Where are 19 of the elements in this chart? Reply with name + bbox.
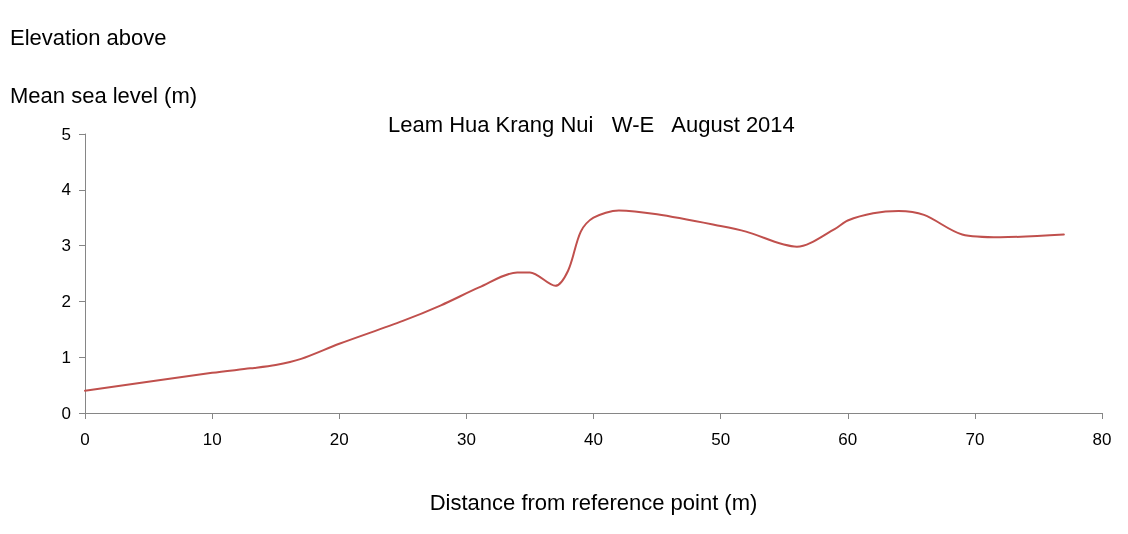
y-tick-label: 0: [61, 403, 71, 423]
x-axis-title: Distance from reference point (m): [429, 489, 758, 515]
x-tick-label: 30: [456, 430, 476, 449]
x-tick-label: 50: [711, 430, 731, 449]
x-tick-label: 20: [329, 430, 349, 449]
chart-title: Leam Hua Krang Nui W-E August 2014: [388, 111, 795, 137]
y-tick-label: 3: [61, 236, 71, 256]
line-series: [84, 209, 1065, 392]
y-tick-label: 1: [61, 347, 71, 367]
y-tick-label: 5: [61, 124, 71, 144]
x-tick-label: 0: [80, 430, 90, 449]
y-tick-label: 2: [61, 291, 71, 311]
x-tick-label: 60: [838, 430, 858, 449]
x-tick-label: 40: [584, 430, 603, 449]
x-tick-label: 70: [965, 430, 985, 449]
x-tick-label: 80: [1092, 430, 1112, 449]
y-tick-label: 4: [61, 180, 71, 200]
x-tick-label: 10: [202, 430, 222, 449]
text: Elevation above Mean sea level (m): [10, 24, 198, 108]
